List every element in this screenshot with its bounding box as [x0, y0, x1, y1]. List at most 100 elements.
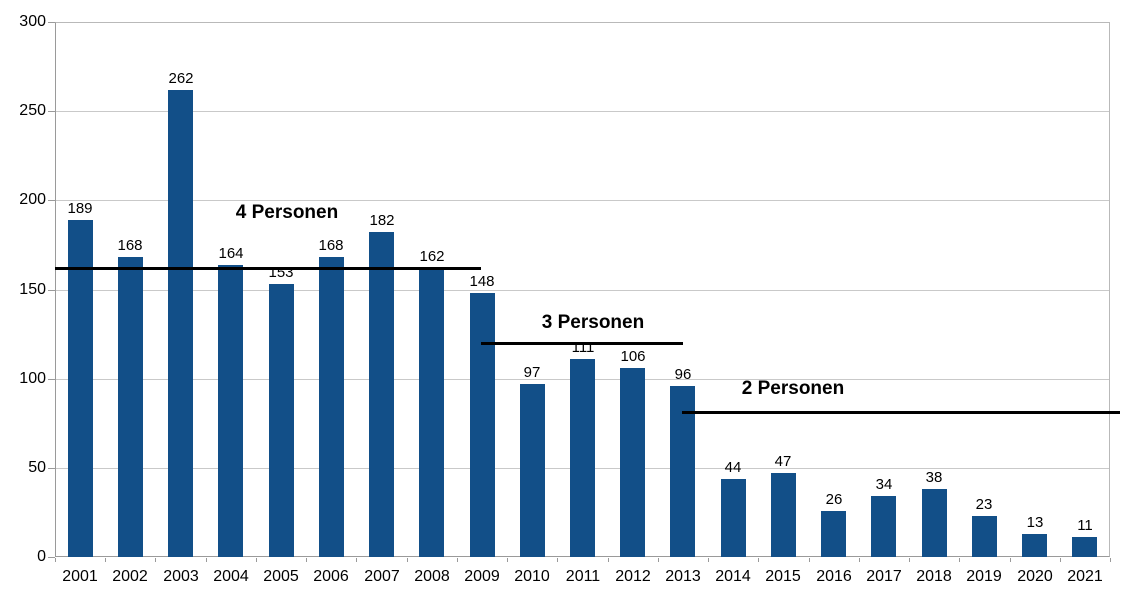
bar-2009 — [470, 293, 495, 557]
bar-value-label: 162 — [419, 248, 445, 265]
x-axis-tick — [859, 558, 860, 562]
x-axis-label: 2007 — [364, 568, 400, 585]
bar-2006 — [319, 257, 344, 557]
bar-value-label: 164 — [218, 245, 244, 262]
x-axis-tick — [557, 558, 558, 562]
bar-2004 — [218, 265, 243, 557]
y-axis-tick-label: 100 — [19, 370, 46, 387]
x-axis-tick — [959, 558, 960, 562]
x-axis-label: 2005 — [263, 568, 299, 585]
bar-value-label: 13 — [1026, 514, 1044, 531]
y-axis-tick — [48, 468, 55, 469]
x-axis-tick — [909, 558, 910, 562]
x-axis-label: 2018 — [916, 568, 952, 585]
annotation-label-3-personen: 3 Personen — [541, 312, 645, 333]
y-axis-tick-label: 0 — [37, 548, 46, 565]
x-axis-label: 2014 — [715, 568, 751, 585]
bar-2011 — [570, 359, 595, 557]
x-axis-label: 2009 — [464, 568, 500, 585]
x-axis-tick — [708, 558, 709, 562]
y-axis-tick — [48, 111, 55, 112]
x-axis-tick — [658, 558, 659, 562]
x-axis-label: 2016 — [816, 568, 852, 585]
x-axis-label: 2017 — [866, 568, 902, 585]
bar-value-label: 26 — [825, 491, 843, 508]
x-axis-label: 2008 — [414, 568, 450, 585]
x-axis-label: 2019 — [966, 568, 1002, 585]
bar-value-label: 148 — [469, 273, 495, 290]
bar-2019 — [972, 516, 997, 557]
x-axis-tick — [1010, 558, 1011, 562]
x-axis-label: 2021 — [1067, 568, 1103, 585]
gridline — [55, 290, 1110, 291]
bar-value-label: 182 — [369, 212, 395, 229]
x-axis-tick — [809, 558, 810, 562]
bar-2013 — [670, 386, 695, 557]
x-axis-label: 2002 — [112, 568, 148, 585]
annotation-line-4-personen — [55, 267, 481, 270]
y-axis-tick — [48, 200, 55, 201]
x-axis-tick — [1110, 558, 1111, 562]
bar-2017 — [871, 496, 896, 557]
annotation-label-2-personen: 2 Personen — [741, 378, 845, 399]
x-axis-tick — [507, 558, 508, 562]
bar-value-label: 106 — [620, 348, 646, 365]
x-axis-label: 2011 — [565, 568, 601, 585]
x-axis-label: 2006 — [313, 568, 349, 585]
x-axis-label: 2003 — [163, 568, 199, 585]
gridline — [55, 200, 1110, 201]
y-axis-tick — [48, 22, 55, 23]
annotation-line-3-personen — [481, 342, 683, 345]
bar-2016 — [821, 511, 846, 557]
x-axis-tick — [55, 558, 56, 562]
bar-value-label: 262 — [168, 70, 194, 87]
y-axis-tick-label: 250 — [19, 102, 46, 119]
x-axis-label: 2015 — [765, 568, 801, 585]
x-axis-tick — [407, 558, 408, 562]
y-axis-tick — [48, 379, 55, 380]
x-axis-tick — [206, 558, 207, 562]
annotation-line-2-personen — [682, 411, 1120, 414]
y-axis-tick-label: 300 — [19, 13, 46, 30]
bar-2015 — [771, 473, 796, 557]
bar-2014 — [721, 479, 746, 557]
x-axis-label: 2010 — [514, 568, 550, 585]
annotation-label-4-personen: 4 Personen — [235, 202, 339, 223]
bar-2008 — [419, 268, 444, 557]
bar-value-label: 97 — [523, 364, 541, 381]
bar-value-label: 11 — [1077, 517, 1093, 534]
bar-2018 — [922, 489, 947, 557]
x-axis-tick — [306, 558, 307, 562]
bar-2020 — [1022, 534, 1047, 557]
bar-value-label: 34 — [875, 476, 893, 493]
x-axis-tick — [356, 558, 357, 562]
bar-value-label: 168 — [318, 237, 344, 254]
gridline — [55, 111, 1110, 112]
bar-2010 — [520, 384, 545, 557]
x-axis-label: 2020 — [1017, 568, 1053, 585]
y-axis-tick-label: 200 — [19, 191, 46, 208]
y-axis-tick-label: 150 — [19, 281, 46, 298]
x-axis-tick — [608, 558, 609, 562]
y-axis-tick-label: 50 — [28, 459, 46, 476]
y-axis-tick — [48, 557, 55, 558]
x-axis-tick — [256, 558, 257, 562]
bar-2002 — [118, 257, 143, 557]
bar-value-label: 189 — [67, 200, 93, 217]
bar-value-label: 23 — [975, 496, 993, 513]
x-axis-tick — [105, 558, 106, 562]
x-axis-tick — [758, 558, 759, 562]
bar-2021 — [1072, 537, 1097, 557]
bar-2005 — [269, 284, 294, 557]
bar-2007 — [369, 232, 394, 557]
bar-2012 — [620, 368, 645, 557]
bar-2001 — [68, 220, 93, 557]
bar-value-label: 38 — [925, 469, 943, 486]
bar-value-label: 168 — [117, 237, 143, 254]
x-axis-label: 2001 — [62, 568, 98, 585]
y-axis-tick — [48, 290, 55, 291]
bar-value-label: 47 — [774, 453, 792, 470]
bar-2003 — [168, 90, 193, 557]
bar-value-label: 44 — [724, 459, 742, 476]
